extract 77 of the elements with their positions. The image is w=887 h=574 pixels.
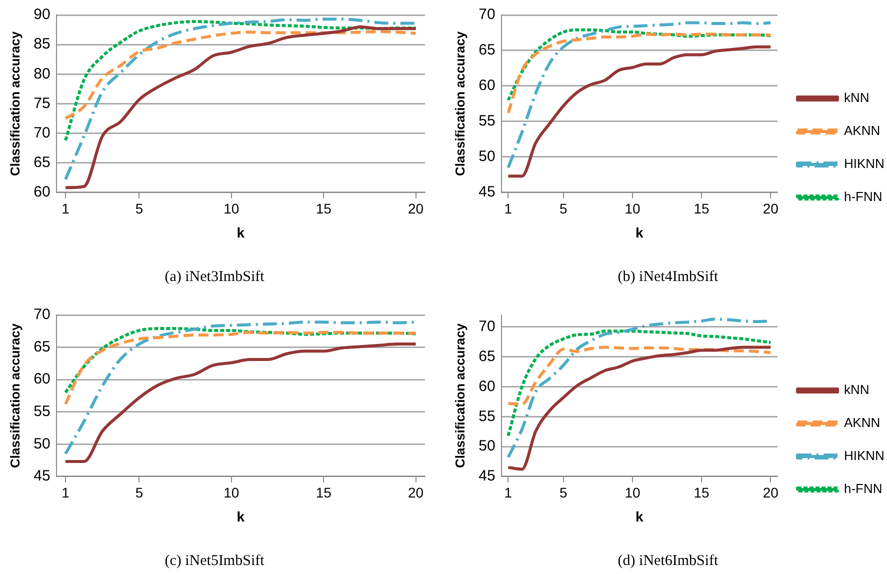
text: (d) iNet6ImbSift [618, 552, 720, 569]
y-tick-label: 75 [34, 94, 50, 112]
y-tick-label: 60 [478, 378, 496, 395]
x-tick-label: 15 [316, 484, 332, 501]
y-tick-label: 45 [478, 184, 496, 201]
x-axis-title: k [635, 224, 644, 240]
line-series [506, 32, 772, 114]
x-tick-label: 10 [224, 484, 240, 501]
legend-label: HIKNN [844, 448, 884, 464]
line-series [506, 28, 772, 102]
x-tick-label: 20 [408, 200, 424, 217]
x-tick-label: 10 [224, 200, 240, 217]
x-axis-title: k [236, 224, 245, 240]
line-series [506, 45, 772, 178]
legend-label: AKNN [844, 415, 880, 430]
y-tick-label: 65 [34, 154, 50, 171]
line-series [506, 21, 772, 170]
x-tick-label: 1 [504, 200, 512, 217]
text: (a) iNet3ImbSift [164, 268, 266, 285]
y-axis-title: Classification accuracy [7, 322, 22, 468]
y-tick-label: 45 [34, 468, 50, 485]
x-tick-label: 5 [135, 484, 144, 501]
legend-label: AKNN [844, 123, 880, 138]
x-tick-label: 15 [316, 200, 332, 217]
x-tick-label: 5 [560, 484, 568, 501]
x-tick-label: 10 [624, 484, 640, 501]
y-tick-label: 55 [478, 112, 496, 130]
line-series [506, 330, 772, 438]
y-axis-title: Classification accuracy [7, 30, 22, 176]
legend-label: h-FNN [844, 481, 882, 496]
x-tick-label: 15 [694, 484, 710, 501]
line-series [506, 346, 772, 406]
y-tick-label: 50 [34, 435, 50, 452]
x-tick-label: 5 [560, 200, 568, 217]
y-tick-label: 65 [34, 338, 50, 356]
y-tick-label: 50 [478, 438, 496, 455]
y-tick-label: 85 [34, 36, 50, 53]
legend-label: HIKNN [844, 156, 884, 172]
x-tick-label: 20 [762, 484, 779, 501]
x-axis-title: k [635, 508, 644, 524]
legend-label: h-FNN [844, 189, 882, 204]
x-tick-label: 1 [504, 484, 512, 501]
y-tick-label: 65 [478, 42, 496, 59]
x-tick-label: 20 [408, 484, 424, 501]
y-tick-label: 70 [478, 6, 496, 24]
y-tick-label: 55 [478, 408, 496, 425]
y-tick-label: 50 [478, 148, 496, 166]
x-tick-label: 20 [762, 200, 779, 217]
y-tick-label: 55 [34, 402, 50, 420]
x-tick-label: 15 [694, 200, 710, 217]
y-tick-label: 65 [478, 348, 496, 365]
x-tick-label: 1 [62, 200, 70, 217]
x-axis-title: k [236, 508, 245, 524]
x-tick-label: 1 [62, 484, 70, 501]
legend-label: kNN [844, 382, 870, 398]
line-series [506, 346, 772, 471]
y-axis-title: Classification accuracy [452, 30, 468, 176]
y-tick-label: 80 [34, 65, 50, 82]
y-tick-label: 45 [478, 468, 496, 485]
line-series [64, 330, 418, 406]
y-axis-title: Classification accuracy [452, 322, 468, 468]
line-series [64, 327, 418, 394]
y-tick-label: 70 [34, 124, 50, 142]
line-series [64, 30, 418, 120]
x-tick-label: 10 [624, 200, 640, 217]
text: (c) iNet5ImbSift [164, 552, 266, 569]
x-tick-label: 5 [135, 200, 144, 217]
y-tick-label: 90 [34, 6, 50, 24]
line-series [64, 20, 418, 142]
line-series [64, 342, 418, 464]
text: (b) iNet4ImbSift [618, 268, 720, 285]
y-tick-label: 60 [34, 184, 50, 201]
y-tick-label: 70 [34, 306, 50, 324]
y-tick-label: 70 [478, 318, 496, 336]
y-tick-label: 60 [34, 370, 50, 388]
legend-label: kNN [844, 90, 870, 106]
y-tick-label: 60 [478, 77, 496, 94]
